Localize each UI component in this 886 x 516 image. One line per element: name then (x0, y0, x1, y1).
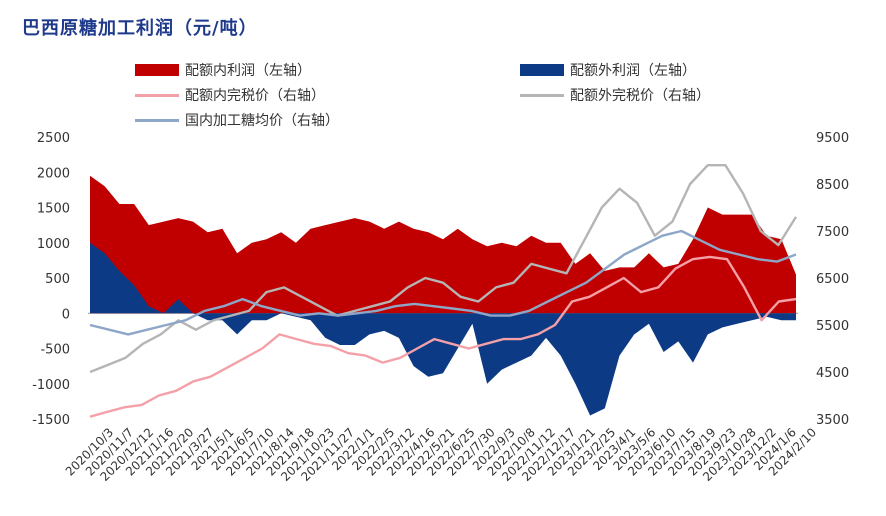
right-axis-tick: 4500 (816, 366, 849, 381)
right-axis-tick: 8500 (816, 178, 849, 193)
right-axis-tick: 3500 (816, 413, 849, 428)
left-axis-tick: 2000 (37, 166, 70, 181)
legend: 配额内利润（左轴） 配额外利润（左轴） 配额内完税价（右轴） 配额外完税价（右轴… (135, 60, 775, 132)
left-axis-tick: 0 (62, 307, 70, 322)
legend-item-domestic-price: 国内加工糖均价（右轴） (135, 110, 339, 130)
legend-item-in-quota-price: 配额内完税价（右轴） (135, 85, 325, 105)
legend-item-out-quota-price: 配额外完税价（右轴） (520, 85, 710, 105)
left-axis-tick: -500 (40, 343, 70, 358)
legend-swatch (520, 64, 564, 76)
right-axis-tick: 9500 (816, 131, 849, 146)
right-axis-tick: 5500 (816, 319, 849, 334)
legend-label: 配额内利润（左轴） (185, 63, 311, 79)
legend-label: 配额外完税价（右轴） (570, 88, 710, 104)
right-axis-tick: 7500 (816, 225, 849, 240)
left-axis-tick: 1000 (37, 237, 70, 252)
series-out-quota-price (89, 164, 798, 374)
legend-swatch (135, 64, 179, 76)
legend-item-in-quota-profit: 配额内利润（左轴） (135, 60, 311, 80)
legend-label: 国内加工糖均价（右轴） (185, 113, 339, 129)
legend-label: 配额外利润（左轴） (570, 63, 696, 79)
right-axis-tick: 6500 (816, 272, 849, 287)
legend-swatch (520, 93, 564, 97)
series-out-quota-profit (90, 242, 796, 416)
series-in-quota-profit (90, 175, 796, 314)
left-axis-tick: 1500 (37, 202, 70, 217)
legend-item-out-quota-profit: 配额外利润（左轴） (520, 60, 696, 80)
legend-swatch (135, 93, 179, 97)
left-axis-tick: 2500 (37, 131, 70, 146)
left-axis-tick: -1000 (32, 378, 70, 393)
legend-label: 配额内完税价（右轴） (185, 88, 325, 104)
chart-title: 巴西原糖加工利润（元/吨） (22, 18, 258, 39)
series-domestic-price (89, 229, 797, 336)
left-axis-tick: -1500 (32, 413, 70, 428)
series-in-quota-price (89, 255, 797, 418)
legend-swatch (135, 118, 179, 122)
left-axis-tick: 500 (45, 272, 70, 287)
